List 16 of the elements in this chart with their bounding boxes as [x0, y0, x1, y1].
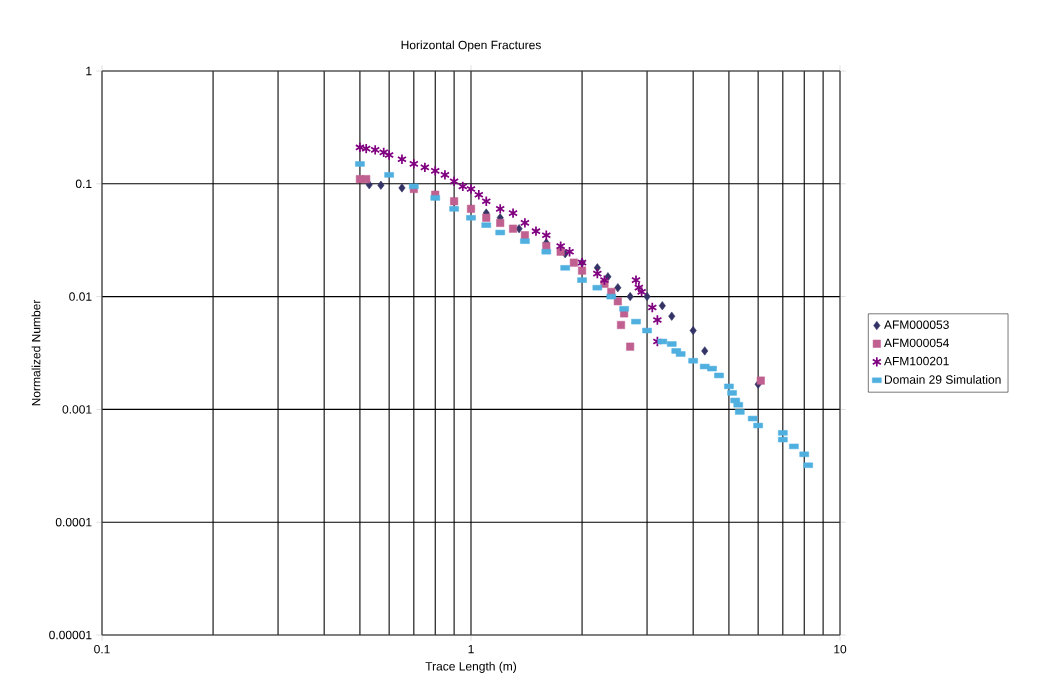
legend-label: AFM100201 [884, 356, 949, 366]
x-axis-title: Trace Length (m) [425, 661, 517, 673]
y-tick-label: 0.001 [62, 405, 92, 414]
x-tick-label: 10 [834, 644, 847, 654]
chart-title: Horizontal Open Fractures [401, 40, 541, 52]
y-tick-label: 0.1 [75, 179, 92, 189]
x-tick-label: 1 [468, 644, 474, 654]
legend-label: Domain 29 Simulation [884, 375, 1001, 384]
y-tick-label: 0.01 [69, 292, 92, 301]
x-tick-label: 0.1 [94, 644, 110, 654]
legend-label: AFM000053 [884, 320, 949, 329]
y-axis-title: Normalized Number [31, 299, 41, 406]
legend-label: AFM000054 [884, 338, 949, 348]
y-tick-label: 0.00001 [49, 630, 92, 640]
y-tick-label: 1 [86, 66, 92, 76]
y-tick-label: 0.0001 [55, 517, 92, 527]
